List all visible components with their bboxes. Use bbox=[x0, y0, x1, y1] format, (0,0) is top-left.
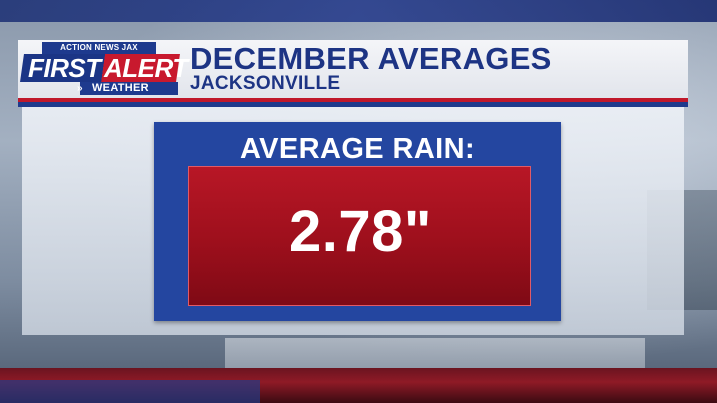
logo-word-weather: WEATHER bbox=[92, 82, 149, 94]
header-blue-divider bbox=[18, 102, 688, 107]
average-rain-label: AVERAGE RAIN: bbox=[239, 133, 476, 165]
logo-word-first: FIRST bbox=[28, 53, 101, 83]
page-title: DECEMBER AVERAGES bbox=[190, 41, 552, 76]
first-alert-weather-logo: ACTION NEWS JAX FIRST ALERT » WEATHER bbox=[20, 42, 188, 96]
logo-word-alert: ALERT bbox=[104, 53, 188, 83]
header-red-divider bbox=[18, 98, 688, 102]
background-top-stripe bbox=[0, 0, 717, 22]
page-subtitle: JACKSONVILLE bbox=[190, 73, 341, 94]
chevron-right-icon: » bbox=[77, 83, 83, 94]
logo-network-label: ACTION NEWS JAX bbox=[42, 42, 156, 54]
average-rain-card: AVERAGE RAIN: 2.78" bbox=[154, 122, 561, 321]
average-rain-value-box: 2.78" bbox=[188, 166, 531, 306]
average-rain-value: 2.78" bbox=[289, 199, 432, 264]
background-bottom-blue-band bbox=[0, 380, 260, 403]
logo-weather-bar bbox=[80, 82, 178, 95]
